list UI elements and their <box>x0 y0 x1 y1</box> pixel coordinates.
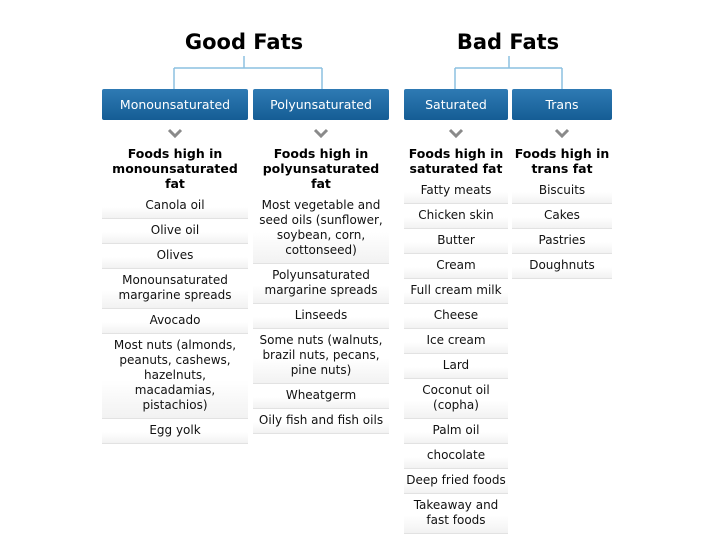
column-subheader: Foods high in saturated fat <box>408 146 504 176</box>
chevron-down-icon <box>554 128 570 138</box>
list-item: Cheese <box>404 304 508 329</box>
list-item: Butter <box>404 229 508 254</box>
column-header: Saturated <box>404 89 508 120</box>
chevron-down-icon <box>167 128 183 138</box>
list-item: Fatty meats <box>404 179 508 204</box>
chevron-down-icon <box>313 128 329 138</box>
list-item: Palm oil <box>404 419 508 444</box>
column-saturated: Saturated Foods high in saturated fat Fa… <box>404 89 508 534</box>
list-item: Cream <box>404 254 508 279</box>
list-item: Coconut oil (copha) <box>404 379 508 419</box>
list-item: Polyunsaturated margarine spreads <box>253 264 389 304</box>
list-item: Some nuts (walnuts, brazil nuts, pecans,… <box>253 329 389 384</box>
list-item: chocolate <box>404 444 508 469</box>
list-item: Chicken skin <box>404 204 508 229</box>
column-subheader: Foods high in trans fat <box>514 146 610 176</box>
column-subheader: Foods high in monounsaturated fat <box>112 146 238 191</box>
column-polyunsaturated: Polyunsaturated Foods high in polyunsatu… <box>253 89 389 434</box>
list-item: Most nuts (almonds, peanuts, cashews, ha… <box>102 334 248 419</box>
list-item: Most vegetable and seed oils (sunflower,… <box>253 194 389 264</box>
list-item: Lard <box>404 354 508 379</box>
column-trans: Trans Foods high in trans fat Biscuits C… <box>512 89 612 279</box>
good-fats-title: Good Fats <box>184 30 304 54</box>
list-item: Biscuits <box>512 179 612 204</box>
chevron-down-icon <box>448 128 464 138</box>
list-item: Takeaway and fast foods <box>404 494 508 534</box>
list-item: Pastries <box>512 229 612 254</box>
list-item: Wheatgerm <box>253 384 389 409</box>
list-item: Monounsaturated margarine spreads <box>102 269 248 309</box>
list-item: Ice cream <box>404 329 508 354</box>
column-header: Trans <box>512 89 612 120</box>
list-item: Egg yolk <box>102 419 248 444</box>
list-item: Avocado <box>102 309 248 334</box>
list-item: Olive oil <box>102 219 248 244</box>
list-item: Oily fish and fish oils <box>253 409 389 434</box>
list-item: Canola oil <box>102 194 248 219</box>
list-item: Olives <box>102 244 248 269</box>
column-monounsaturated: Monounsaturated Foods high in monounsatu… <box>102 89 248 444</box>
bad-fats-title: Bad Fats <box>456 30 560 54</box>
list-item: Cakes <box>512 204 612 229</box>
column-header: Monounsaturated <box>102 89 248 120</box>
list-item: Full cream milk <box>404 279 508 304</box>
column-subheader: Foods high in polyunsaturated fat <box>262 146 380 191</box>
list-item: Linseeds <box>253 304 389 329</box>
list-item: Doughnuts <box>512 254 612 279</box>
list-item: Deep fried foods <box>404 469 508 494</box>
column-header: Polyunsaturated <box>253 89 389 120</box>
